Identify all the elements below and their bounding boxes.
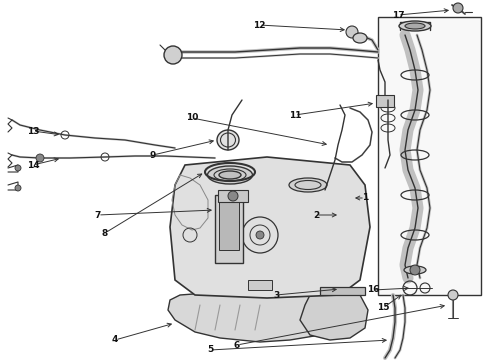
Circle shape [228, 191, 238, 201]
Ellipse shape [405, 23, 425, 29]
Circle shape [15, 165, 21, 171]
Text: 15: 15 [377, 303, 389, 312]
Polygon shape [168, 292, 345, 342]
Ellipse shape [217, 130, 239, 150]
Circle shape [448, 290, 458, 300]
Text: 16: 16 [367, 285, 379, 294]
Text: 14: 14 [26, 161, 39, 170]
Text: 10: 10 [186, 113, 198, 122]
Ellipse shape [219, 171, 241, 179]
Text: 13: 13 [27, 126, 39, 135]
Bar [376, 95, 394, 107]
Ellipse shape [207, 166, 252, 184]
Circle shape [410, 265, 420, 275]
Polygon shape [170, 157, 370, 298]
Ellipse shape [404, 266, 426, 274]
Ellipse shape [353, 33, 367, 43]
Text: 2: 2 [313, 211, 319, 220]
Bar [215, 195, 243, 263]
Bar [219, 200, 239, 250]
Text: 7: 7 [95, 211, 101, 220]
Text: 4: 4 [112, 336, 118, 345]
Circle shape [15, 185, 21, 191]
Bar [218, 190, 248, 202]
Bar [248, 280, 272, 290]
Ellipse shape [289, 178, 327, 192]
Bar [320, 287, 365, 295]
Circle shape [164, 46, 182, 64]
Circle shape [453, 3, 463, 13]
Text: 12: 12 [253, 21, 265, 30]
Circle shape [36, 154, 44, 162]
Text: 17: 17 [392, 10, 404, 19]
Text: 5: 5 [207, 346, 213, 355]
Text: 8: 8 [102, 229, 108, 238]
Bar [378, 17, 481, 295]
Text: 11: 11 [289, 111, 301, 120]
Text: 9: 9 [150, 150, 156, 159]
Text: 3: 3 [273, 291, 279, 300]
Text: 1: 1 [362, 194, 368, 202]
Ellipse shape [399, 21, 431, 31]
Circle shape [346, 26, 358, 38]
Text: 6: 6 [234, 341, 240, 350]
Circle shape [256, 231, 264, 239]
Polygon shape [300, 290, 368, 340]
